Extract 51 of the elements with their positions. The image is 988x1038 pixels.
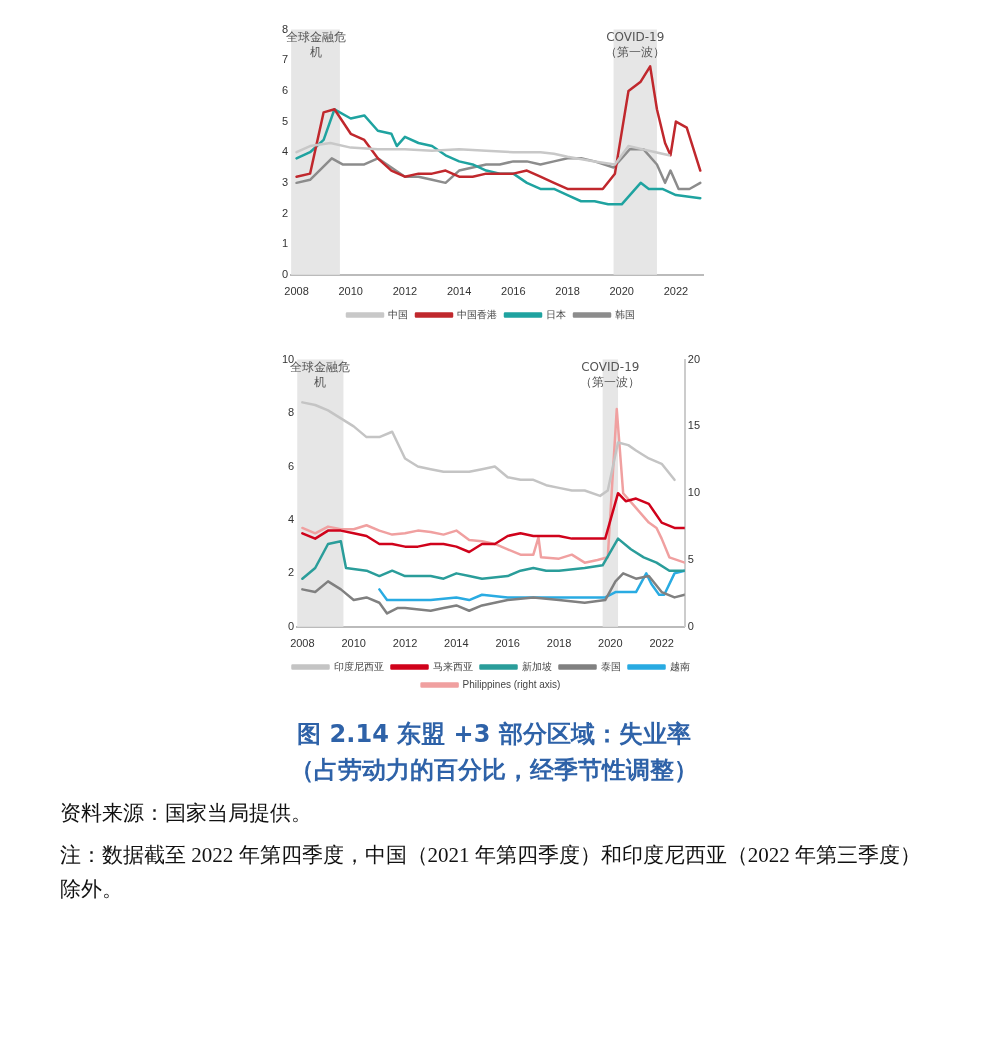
legend-label: 新加坡 (521, 660, 552, 672)
x-tick-label: 2022 (663, 285, 689, 298)
y2-tick-label: 5 (687, 553, 694, 566)
y2-tick-label: 20 (687, 352, 701, 365)
x-tick-label: 2008 (284, 285, 309, 298)
legend-label: 马来西亚 (432, 660, 473, 672)
legend-label: 中国香港 (457, 308, 497, 320)
y-tick-label: 3 (281, 175, 289, 188)
y-tick-label: 5 (281, 114, 289, 127)
y-tick-label: 1 (281, 237, 289, 250)
y-tick-label: 0 (281, 267, 289, 280)
x-tick-label: 2022 (649, 637, 674, 650)
y-tick-label: 8 (288, 406, 295, 419)
text: （占劳动力的百分比，经季节性调整） (289, 755, 699, 786)
legend-label: Philippines (right axis) (462, 678, 561, 690)
x-tick-label: 2016 (495, 637, 520, 650)
y-tick-label: 4 (288, 512, 295, 525)
x-tick-label: 2014 (446, 285, 472, 298)
x-tick-label: 2020 (598, 637, 623, 650)
legend-label: 印度尼西亚 (333, 660, 384, 672)
y-tick-label: 4 (281, 145, 289, 158)
legend-label: 韩国 (615, 308, 635, 320)
text: 图 2.14 东盟 +3 部分区域：失业率 (296, 719, 692, 750)
y-tick-label: 0 (288, 619, 295, 632)
legend-label: 中国 (388, 308, 408, 320)
text: 注：数据截至 2022 年第四季度，中国（2021 年第四季度）和印度尼西亚（2022 年第三季度）除外。 (60, 842, 922, 903)
y-tick-label: 6 (281, 83, 289, 96)
x-tick-label: 2018 (546, 637, 572, 650)
y2-tick-label: 15 (687, 419, 701, 432)
x-tick-label: 2010 (341, 637, 366, 650)
x-tick-label: 2016 (501, 285, 526, 298)
band-label: COVID-19（第一波） (580, 359, 641, 389)
x-tick-label: 2018 (555, 285, 580, 298)
y-tick-label: 8 (281, 22, 289, 35)
x-tick-label: 2014 (444, 637, 469, 650)
band-label: COVID-19（第一波） (605, 29, 666, 59)
x-tick-label: 2012 (392, 285, 418, 298)
y2-tick-label: 0 (687, 619, 694, 632)
y2-tick-label: 10 (687, 486, 701, 499)
y-tick-label: 2 (288, 566, 295, 579)
y-tick-label: 7 (281, 53, 289, 66)
y-tick-label: 6 (288, 459, 295, 472)
x-tick-label: 2010 (338, 285, 363, 298)
text: 资料来源：国家当局提供。 (60, 800, 313, 827)
x-tick-label: 2008 (290, 637, 315, 650)
legend-label: 泰国 (600, 660, 621, 672)
y-tick-label: 2 (281, 206, 289, 219)
legend-label: 日本 (546, 308, 566, 320)
x-tick-label: 2020 (609, 285, 634, 298)
x-tick-label: 2012 (392, 637, 418, 650)
legend-label: 越南 (669, 660, 690, 672)
